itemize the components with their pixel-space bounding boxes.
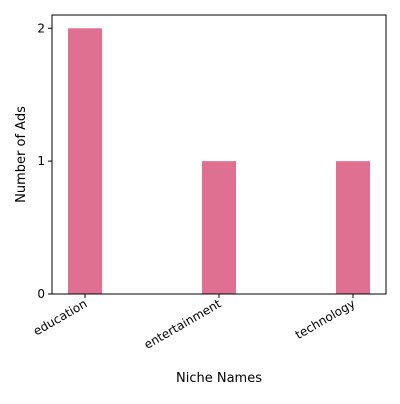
x-tick-label-entertainment: entertainment [142,296,224,351]
y-ticks-group: 0 1 2 [37,21,52,301]
bar-education [68,28,102,295]
y-axis-label: Number of Ads [14,106,29,203]
x-tick-label-technology: technology [293,296,358,341]
bar-entertainment [202,161,236,294]
plot-frame [51,14,387,295]
bars-group [68,28,370,295]
y-tick-label: 1 [37,154,45,168]
y-tick-label: 2 [37,21,45,35]
x-axis-label: Niche Names [176,371,262,386]
x-tick-label-education: education [31,296,90,338]
bar-technology [336,161,370,294]
y-tick-label: 0 [37,287,45,301]
x-ticks-group: education entertainment technology [31,294,358,352]
